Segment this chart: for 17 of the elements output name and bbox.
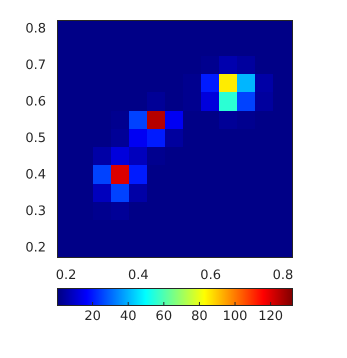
y-tick-label: 0.8 bbox=[25, 21, 46, 36]
color-bar-label: 20 bbox=[84, 308, 101, 324]
y-tick-label: 0.5 bbox=[25, 130, 46, 146]
y-tick-label: 0.2 bbox=[25, 240, 46, 256]
x-tick-label: 0.4 bbox=[128, 268, 149, 284]
color-bar-label: 100 bbox=[222, 308, 248, 324]
color-bar-label: 40 bbox=[120, 308, 136, 324]
color-bar-label: 120 bbox=[258, 308, 284, 324]
y-tick-label: 0.4 bbox=[25, 167, 46, 182]
x-tick-label: 0.6 bbox=[200, 268, 221, 284]
color-bar-label: 60 bbox=[156, 308, 172, 324]
y-tick-label: 0.6 bbox=[25, 94, 46, 110]
color-bar-label: 80 bbox=[191, 308, 208, 324]
y-tick-label: 0.7 bbox=[25, 58, 46, 73]
x-tick-label: 0.8 bbox=[272, 268, 294, 284]
x-tick-label: 0.2 bbox=[56, 268, 76, 284]
y-tick-label: 0.3 bbox=[25, 204, 46, 219]
